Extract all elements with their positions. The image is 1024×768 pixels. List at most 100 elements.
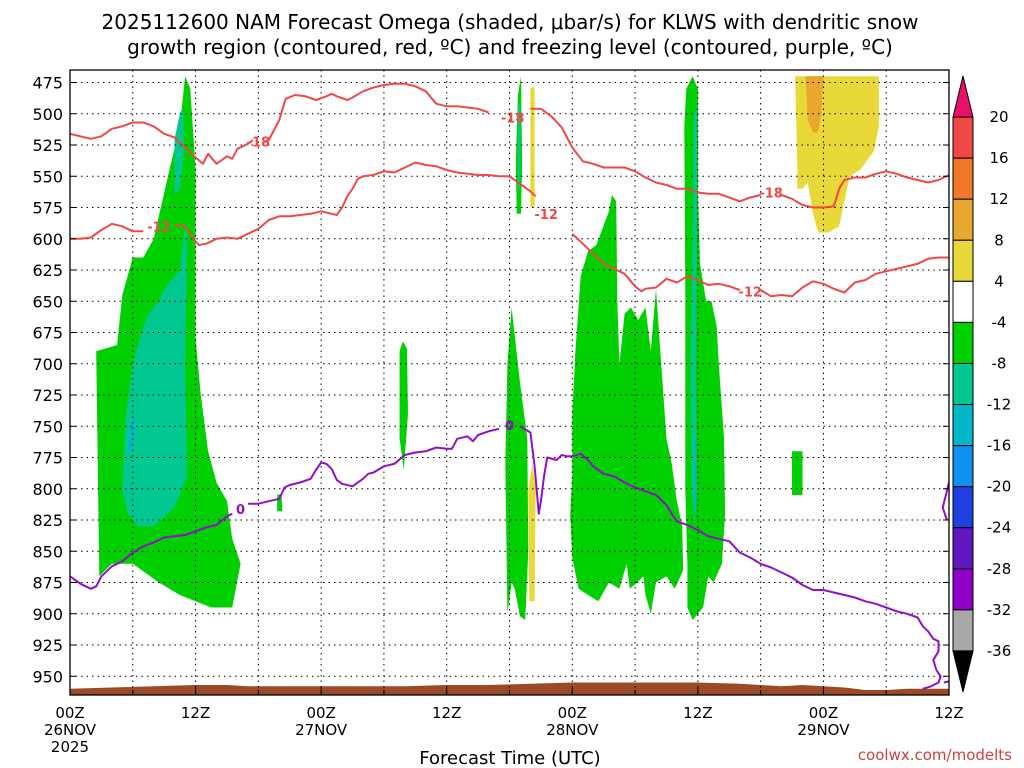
y-tick-label: 525: [32, 136, 63, 155]
y-tick-label: 675: [32, 324, 63, 343]
contour-line: [760, 256, 949, 298]
colorbar-band: [952, 198, 974, 241]
contour-line: [247, 427, 500, 505]
y-tick-label: 825: [32, 511, 63, 530]
contour-line: [943, 680, 949, 684]
y-tick-label: 575: [32, 199, 63, 218]
contour-line: [263, 82, 489, 144]
x-tick-label: 00Z: [809, 704, 838, 722]
plot-content: [70, 76, 949, 695]
contour-label: -18: [759, 187, 783, 202]
colorbar-tick-label: 12: [989, 190, 1008, 208]
omega-shaded-region: [174, 107, 185, 195]
omega-shaded-region: [505, 307, 529, 620]
y-tick-label: 550: [32, 167, 63, 186]
colorbar-tick-label: -8: [992, 354, 1007, 372]
omega-shaded-region: [805, 76, 824, 133]
colorbar-tick-label: -24: [987, 519, 1012, 537]
omega-shaded-region: [122, 226, 188, 527]
y-tick-label: 650: [32, 292, 63, 311]
contour-line: [70, 222, 144, 240]
colorbar: 20 16 12 8 4 -4 -8 -12 -16 -20 -24 -28 -32 -36: [952, 75, 1012, 693]
colorbar-tick-label: -12: [987, 396, 1012, 414]
y-tick-label: 875: [32, 574, 63, 593]
colorbar-band: [952, 527, 974, 570]
x-tick-label: 28NOV: [546, 721, 599, 739]
omega-shaded-region: [693, 438, 697, 514]
x-tick-label: 2025: [51, 738, 89, 756]
colorbar-tick-label: 16: [989, 149, 1008, 167]
colorbar-band: [952, 445, 974, 488]
x-tick-label: 27NOV: [295, 721, 348, 739]
y-tick-label: 950: [32, 667, 63, 686]
colorbar-band: [952, 280, 974, 323]
colorbar-tick-label: -16: [987, 437, 1012, 455]
y-tick-label: 850: [32, 542, 63, 561]
contour-line: [571, 233, 741, 293]
colorbar-tick-label: -32: [987, 601, 1012, 619]
contour-line: [70, 121, 254, 165]
colorbar-band: [952, 568, 974, 611]
contour-label: -18: [501, 112, 525, 127]
contour-label: -12: [738, 285, 762, 300]
omega-shaded-region: [127, 420, 136, 452]
contour-line: [530, 107, 761, 203]
colorbar-band: [952, 486, 974, 529]
x-tick-label: 29NOV: [797, 721, 850, 739]
chart-title-line1: 2025112600 NAM Forecast Omega (shaded, μ…: [102, 10, 919, 34]
colorbar-tick-label: -28: [987, 560, 1012, 578]
grid-layer: [70, 70, 949, 695]
omega-shaded-region: [517, 101, 521, 189]
x-axis-label: Forecast Time (UTC): [419, 748, 600, 768]
colorbar-tick-label: -4: [992, 313, 1007, 331]
contour-layer: [70, 82, 949, 690]
contour-label: -18: [247, 135, 271, 150]
omega-shaded-region: [399, 341, 408, 470]
colorbar-band: [952, 116, 974, 159]
contour-label: 0: [505, 419, 514, 434]
colorbar-tick-label: 4: [994, 272, 1004, 290]
y-tick-label: 725: [32, 386, 63, 405]
colorbar-band: [952, 321, 974, 364]
colorbar-band: [952, 239, 974, 282]
chart-title-line2: growth region (contoured, red, ºC) and f…: [127, 35, 893, 59]
colorbar-tick-label: 20: [989, 108, 1008, 126]
colorbar-band: [952, 157, 974, 200]
contour-line: [519, 425, 942, 690]
y-tick-label: 475: [32, 74, 63, 93]
y-tick-label: 700: [32, 355, 63, 374]
y-tick-label: 775: [32, 449, 63, 468]
colorbar-tick-label: 8: [994, 231, 1004, 249]
contour-line: [70, 512, 233, 590]
omega-shaded-region: [690, 107, 697, 527]
colorbar-band: [952, 362, 974, 406]
colorbar-band: [952, 404, 974, 447]
credit-text: coolwx.com/modelts: [858, 746, 1012, 764]
omega-shaded-region: [528, 463, 536, 602]
omega-shaded-region: [530, 86, 535, 208]
y-tick-label: 600: [32, 230, 63, 249]
y-tick-label: 900: [32, 605, 63, 624]
y-tick-label: 750: [32, 417, 63, 436]
contour-label: 0: [236, 503, 245, 518]
colorbar-tick-label: -36: [987, 642, 1012, 660]
omega-shaded-region: [792, 451, 803, 495]
contour-line: [174, 161, 537, 246]
y-tick-label: 800: [32, 480, 63, 499]
x-tick-label: 26NOV: [44, 721, 97, 739]
contour-label: -12: [147, 220, 171, 235]
contour-line: [941, 482, 949, 521]
contour-label-layer: -18 -18 -18 -12 -12 -12 0 0: [147, 112, 783, 518]
x-tick-label: 00Z: [558, 704, 587, 722]
y-tick-label: 925: [32, 636, 63, 655]
y-tick-label: 625: [32, 261, 63, 280]
contour-label: -12: [534, 208, 558, 223]
x-tick-label: 12Z: [934, 704, 963, 722]
colorbar-band: [952, 75, 974, 118]
x-tick-label: 00Z: [306, 704, 335, 722]
x-tick-label: 00Z: [55, 704, 84, 722]
x-tick-label: 12Z: [683, 704, 712, 722]
colorbar-band: [952, 650, 974, 693]
